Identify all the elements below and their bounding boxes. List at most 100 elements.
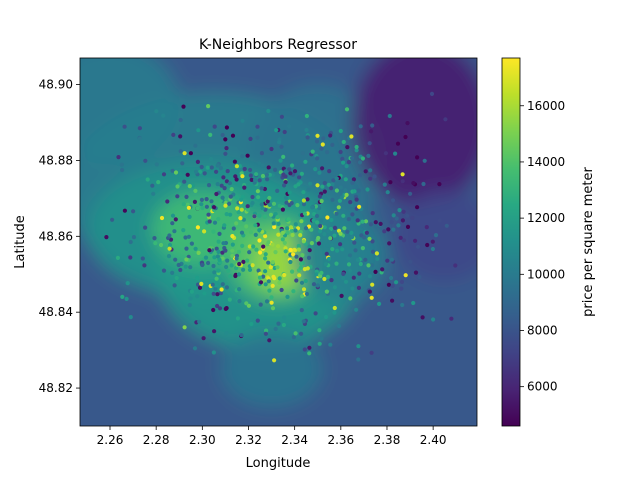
listing-point (161, 113, 166, 118)
listing-point (373, 220, 378, 225)
listing-point (313, 199, 318, 204)
chart-title: K-Neighbors Regressor (199, 37, 357, 53)
listing-point (218, 166, 223, 171)
colorbar-tick-label: 8000 (527, 323, 558, 337)
listing-point (181, 228, 186, 233)
listing-point (167, 233, 172, 238)
listing-point (173, 170, 179, 175)
listing-point (408, 191, 413, 196)
listing-point (298, 233, 303, 238)
listing-point (259, 186, 264, 191)
listing-point (343, 188, 348, 193)
listing-point (411, 300, 416, 306)
listing-point (328, 342, 333, 347)
listing-point (303, 226, 309, 231)
plot-area (80, 58, 477, 426)
listing-points (104, 91, 458, 363)
listing-point (317, 341, 322, 346)
listing-point (170, 221, 175, 226)
listing-point (253, 232, 258, 237)
listing-point (170, 168, 175, 173)
listing-point (290, 163, 295, 168)
listing-point (316, 241, 322, 246)
listing-point (253, 177, 258, 183)
listing-point (261, 244, 266, 249)
listing-point (429, 91, 435, 96)
listing-point (322, 189, 327, 194)
listing-point (276, 221, 281, 226)
listing-point (348, 296, 353, 301)
listing-point (260, 206, 265, 211)
listing-point (226, 268, 231, 273)
listing-point (279, 144, 284, 149)
listing-point (120, 294, 125, 299)
listing-point (267, 202, 272, 207)
listing-point (422, 158, 427, 163)
listing-point (263, 282, 268, 287)
listing-point (245, 153, 250, 158)
contour-region (220, 331, 323, 407)
listing-point (263, 331, 268, 336)
listing-point (389, 257, 394, 262)
listing-point (344, 107, 350, 112)
listing-point (264, 299, 270, 304)
listing-point (369, 263, 375, 268)
listing-point (310, 205, 315, 210)
listing-point (284, 200, 289, 205)
listing-point (258, 302, 263, 307)
listing-point (245, 207, 251, 212)
listing-point (172, 229, 177, 234)
listing-point (321, 136, 326, 141)
listing-point (420, 315, 425, 320)
listing-point (319, 244, 324, 249)
listing-point (317, 328, 322, 333)
listing-point (250, 200, 255, 206)
listing-point (257, 213, 262, 218)
listing-point (263, 234, 268, 239)
listing-point (346, 160, 351, 165)
colorbar-tick-label: 12000 (527, 211, 565, 225)
listing-point (350, 234, 355, 240)
listing-point (297, 273, 302, 278)
listing-point (195, 206, 200, 211)
listing-point (390, 198, 396, 203)
listing-point (357, 271, 362, 276)
listing-point (375, 256, 380, 261)
listing-point (292, 169, 298, 174)
listing-point (382, 229, 387, 234)
listing-point (207, 248, 212, 253)
listing-point (329, 186, 334, 191)
listing-point (387, 241, 392, 246)
listing-point (266, 165, 271, 170)
listing-point (181, 202, 186, 207)
listing-point (408, 259, 413, 264)
listing-point (153, 241, 158, 246)
contour-region (294, 209, 387, 301)
listing-point (200, 205, 205, 211)
listing-point (319, 336, 324, 341)
listing-point (306, 255, 312, 260)
listing-point (354, 148, 359, 153)
listing-point (199, 281, 204, 286)
listing-point (110, 217, 115, 222)
listing-point (122, 124, 127, 129)
listing-point (268, 212, 274, 217)
x-tick-label: 2.32 (235, 433, 262, 447)
listing-point (281, 172, 286, 177)
listing-point (322, 180, 327, 186)
listing-point (184, 194, 189, 199)
listing-point (302, 211, 307, 216)
listing-point (322, 225, 327, 230)
listing-point (373, 269, 378, 274)
listing-point (196, 282, 201, 287)
listing-point (347, 268, 353, 273)
listing-point (268, 265, 273, 270)
listing-point (187, 184, 192, 189)
listing-point (258, 280, 264, 285)
listing-point (252, 214, 257, 219)
listing-point (217, 306, 223, 311)
listing-point (314, 213, 320, 219)
listing-point (315, 283, 320, 288)
listing-point (245, 258, 250, 263)
listing-point (301, 202, 307, 207)
